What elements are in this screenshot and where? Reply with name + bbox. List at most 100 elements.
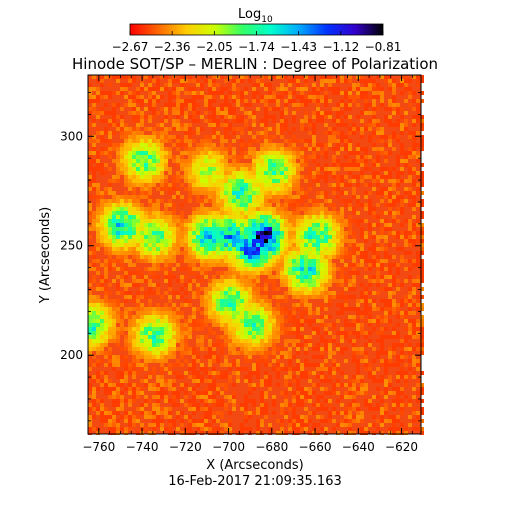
map-pixel	[132, 91, 136, 95]
map-pixel	[124, 327, 128, 331]
map-pixel	[136, 171, 140, 175]
map-pixel	[232, 87, 236, 91]
map-pixel	[344, 331, 348, 335]
map-pixel	[152, 347, 156, 351]
map-pixel	[240, 307, 244, 311]
map-pixel	[100, 243, 104, 247]
map-pixel	[216, 227, 220, 231]
map-pixel	[156, 331, 160, 335]
map-pixel	[404, 319, 408, 323]
map-pixel	[340, 79, 344, 83]
map-pixel	[312, 279, 316, 283]
map-pixel	[112, 203, 116, 207]
map-pixel	[292, 199, 296, 203]
map-pixel	[252, 99, 256, 103]
map-pixel	[160, 107, 164, 111]
map-pixel	[148, 167, 152, 171]
map-pixel	[164, 147, 168, 151]
map-pixel	[96, 299, 100, 303]
map-pixel	[128, 187, 132, 191]
map-pixel	[208, 263, 212, 267]
map-pixel	[128, 403, 132, 407]
map-pixel	[244, 347, 248, 351]
map-pixel	[212, 295, 216, 299]
map-pixel	[296, 167, 300, 171]
map-pixel	[168, 167, 172, 171]
map-pixel	[244, 319, 248, 323]
map-pixel	[356, 327, 360, 331]
map-pixel	[380, 287, 384, 291]
map-pixel	[328, 75, 332, 79]
map-pixel	[196, 111, 200, 115]
map-pixel	[136, 359, 140, 363]
map-pixel	[192, 139, 196, 143]
map-pixel	[400, 391, 404, 395]
map-pixel	[404, 315, 408, 319]
map-pixel	[296, 231, 300, 235]
map-pixel	[128, 387, 132, 391]
map-pixel	[404, 299, 408, 303]
map-pixel	[232, 267, 236, 271]
map-pixel	[248, 247, 252, 251]
map-pixel	[176, 143, 180, 147]
map-pixel	[228, 375, 232, 379]
map-pixel	[352, 231, 356, 235]
map-pixel	[140, 191, 144, 195]
map-pixel	[332, 295, 336, 299]
map-pixel	[236, 103, 240, 107]
map-pixel	[264, 147, 268, 151]
map-pixel	[176, 147, 180, 151]
map-pixel	[204, 299, 208, 303]
map-pixel	[180, 375, 184, 379]
map-pixel	[404, 83, 408, 87]
map-pixel	[260, 287, 264, 291]
map-pixel	[120, 267, 124, 271]
map-pixel	[268, 155, 272, 159]
map-pixel	[264, 279, 268, 283]
map-pixel	[200, 191, 204, 195]
map-pixel	[284, 223, 288, 227]
map-pixel	[380, 175, 384, 179]
map-pixel	[212, 231, 216, 235]
map-pixel	[168, 99, 172, 103]
map-pixel	[304, 127, 308, 131]
map-pixel	[252, 167, 256, 171]
map-pixel	[228, 311, 232, 315]
map-pixel	[144, 315, 148, 319]
map-pixel	[384, 155, 388, 159]
map-pixel	[128, 239, 132, 243]
map-pixel	[88, 403, 92, 407]
map-pixel	[316, 207, 320, 211]
map-pixel	[392, 243, 396, 247]
map-pixel	[240, 323, 244, 327]
map-pixel	[112, 323, 116, 327]
map-pixel	[268, 315, 272, 319]
map-pixel	[328, 279, 332, 283]
map-pixel	[156, 263, 160, 267]
map-pixel	[232, 299, 236, 303]
map-pixel	[280, 167, 284, 171]
map-pixel	[144, 363, 148, 367]
map-pixel	[368, 75, 372, 79]
map-pixel	[244, 227, 248, 231]
map-pixel	[172, 331, 176, 335]
map-pixel	[172, 247, 176, 251]
map-pixel	[212, 383, 216, 387]
map-pixel	[372, 171, 376, 175]
map-pixel	[272, 311, 276, 315]
map-pixel	[208, 119, 212, 123]
map-pixel	[124, 343, 128, 347]
map-pixel	[220, 135, 224, 139]
map-pixel	[372, 259, 376, 263]
map-pixel	[200, 155, 204, 159]
map-pixel	[304, 231, 308, 235]
map-pixel	[224, 395, 228, 399]
map-pixel	[248, 179, 252, 183]
map-pixel	[240, 199, 244, 203]
map-pixel	[244, 235, 248, 239]
map-pixel	[212, 171, 216, 175]
map-pixel	[260, 327, 264, 331]
map-pixel	[128, 323, 132, 327]
map-pixel	[268, 247, 272, 251]
map-pixel	[196, 391, 200, 395]
